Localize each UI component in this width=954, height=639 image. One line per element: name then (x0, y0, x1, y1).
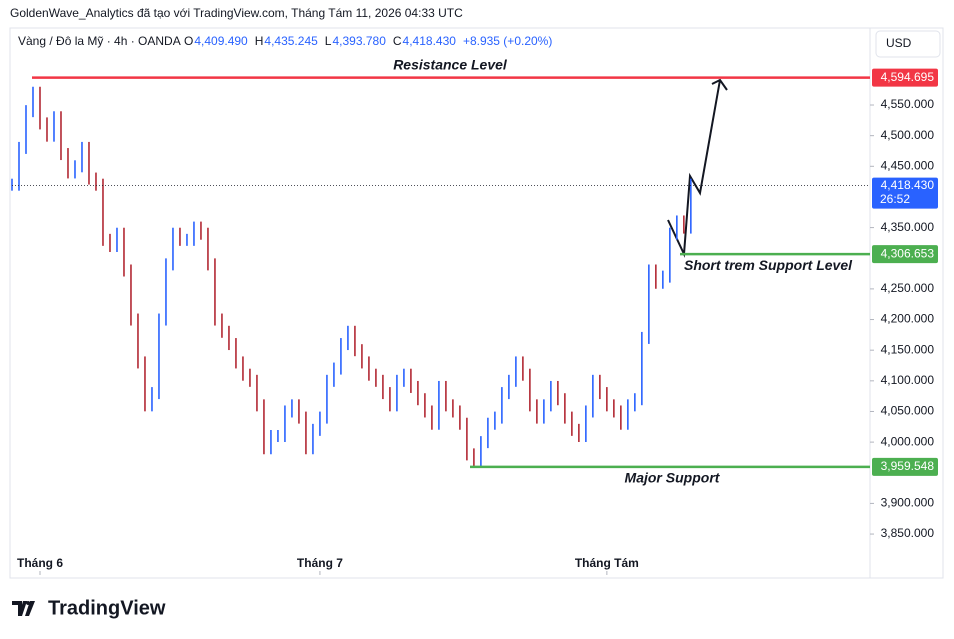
ohlc-key: O (184, 34, 193, 48)
x-tick-label: Tháng 6 (17, 556, 63, 570)
ohlc-key: H (255, 34, 264, 48)
ohlc-key: L (325, 34, 332, 48)
y-tick-label: 4,500.000 (881, 128, 935, 142)
last-price-timer: 26:52 (880, 192, 910, 206)
ohlc-change: +8.935 (+0.20%) (463, 34, 552, 48)
y-tick-label: 4,000.000 (881, 434, 935, 448)
projection-arrow (667, 78, 728, 258)
chart-frame (9, 27, 944, 579)
ohlc-value: 4,409.490 (194, 34, 248, 48)
currency[interactable]: USD (886, 36, 912, 50)
ohlc-key: C (393, 34, 402, 48)
last-price-label: 4,418.430 (881, 178, 935, 192)
ohlc-value: 4,393.780 (332, 34, 386, 48)
y-tick-label: 4,350.000 (881, 220, 935, 234)
y-tick-label: 4,450.000 (881, 158, 935, 172)
ohlc-value: 4,435.245 (264, 34, 318, 48)
y-tick-label: 4,150.000 (881, 342, 935, 356)
level-tag-label: 4,594.695 (881, 70, 935, 84)
brand: TradingView (48, 597, 166, 619)
level-name: Major Support (625, 470, 721, 486)
logo-mark (12, 601, 35, 616)
last-price-tag (872, 177, 938, 209)
y-tick-label: 4,200.000 (881, 312, 935, 326)
y-tick-label: 4,550.000 (881, 97, 935, 111)
logo: TradingView (12, 597, 166, 619)
level-name: Resistance Level (393, 56, 508, 72)
level-tag (872, 245, 938, 264)
level-tag (872, 457, 938, 476)
symbol: Vàng / Đô la Mỹ · 4h · OANDA (18, 34, 181, 48)
y-tick-label: 3,900.000 (881, 496, 935, 510)
y-tick-label: 4,100.000 (881, 373, 935, 387)
y-tick-label: 4,050.000 (881, 404, 935, 418)
x-tick-label: Tháng 7 (297, 556, 343, 570)
header: GoldenWave_Analytics đã tạo với TradingV… (10, 6, 463, 20)
y-tick-label: 4,250.000 (881, 281, 935, 295)
level-name: Short trem Support Level (684, 257, 853, 273)
level-tag (872, 68, 938, 87)
level-tag-label: 4,306.653 (881, 246, 935, 260)
y-tick-label: 3,850.000 (881, 526, 935, 540)
level-tag-label: 3,959.548 (881, 459, 935, 473)
currency-button[interactable] (875, 30, 941, 58)
x-tick-label: Tháng Tám (575, 556, 639, 570)
ohlc-value: 4,418.430 (403, 34, 457, 48)
